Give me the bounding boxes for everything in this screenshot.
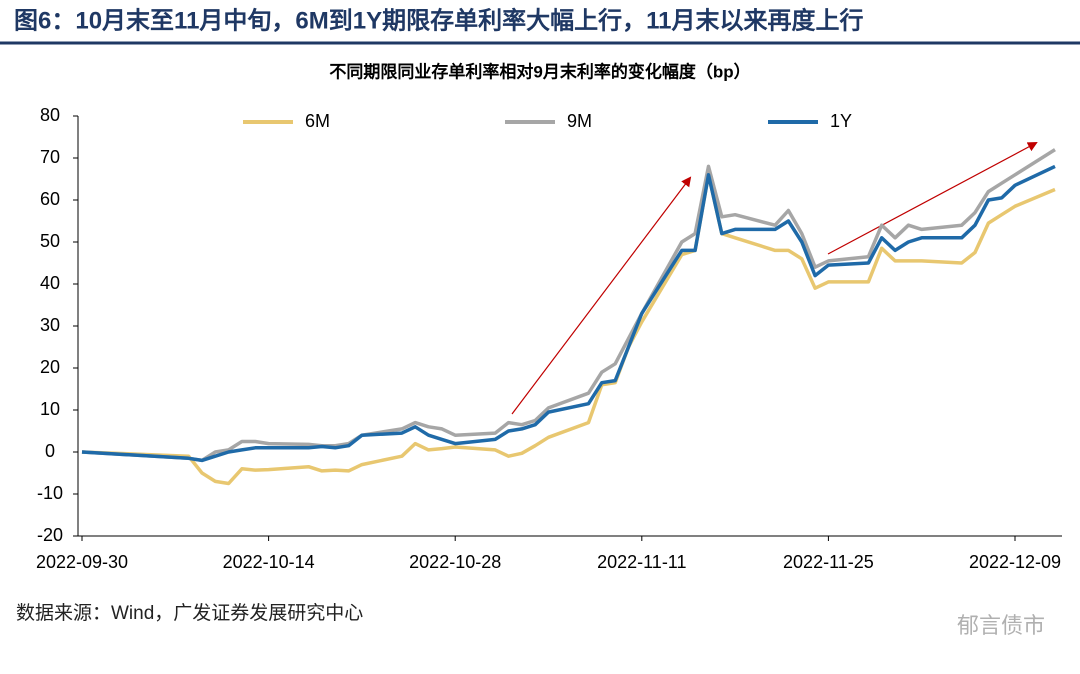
chart-subtitle: 不同期限同业存单利率相对9月末利率的变化幅度（bp） (329, 61, 750, 81)
y-tick-label: 70 (40, 147, 60, 167)
y-tick-label: 20 (40, 357, 60, 377)
y-tick-label: -10 (37, 483, 63, 503)
trend-arrow (511, 176, 692, 415)
x-tick-label: 2022-11-11 (597, 552, 686, 572)
y-tick-label: 30 (40, 315, 60, 335)
legend-label: 9M (567, 111, 592, 131)
series-line (81, 148, 1056, 463)
source-note: 数据来源：Wind，广发证券发展研究中心 (16, 602, 363, 624)
series-line (81, 164, 1056, 463)
x-tick-label: 2022-12-09 (969, 552, 1061, 572)
legend-label: 1Y (830, 111, 852, 131)
y-tick-label: 0 (45, 441, 55, 461)
legend-label: 6M (305, 111, 330, 131)
x-tick-label: 2022-11-25 (783, 552, 874, 572)
x-tick-label: 2022-10-14 (223, 552, 315, 572)
y-tick-label: 40 (40, 273, 60, 293)
trend-arrow (827, 142, 1038, 255)
y-tick-label: 10 (40, 399, 60, 419)
y-tick-label: 50 (40, 231, 60, 251)
y-tick-label: 80 (40, 105, 60, 125)
x-tick-label: 2022-10-28 (409, 552, 501, 572)
x-tick-label: 2022-09-30 (36, 552, 128, 572)
chart-title: 图6：10月末至11月中旬，6M到1Y期限存单利率大幅上行，11月末以来再度上行 (14, 6, 863, 34)
y-tick-label: -20 (37, 525, 63, 545)
y-tick-label: 60 (40, 189, 60, 209)
series-line (81, 173, 1056, 486)
watermark: 郁言债市 (957, 613, 1045, 638)
